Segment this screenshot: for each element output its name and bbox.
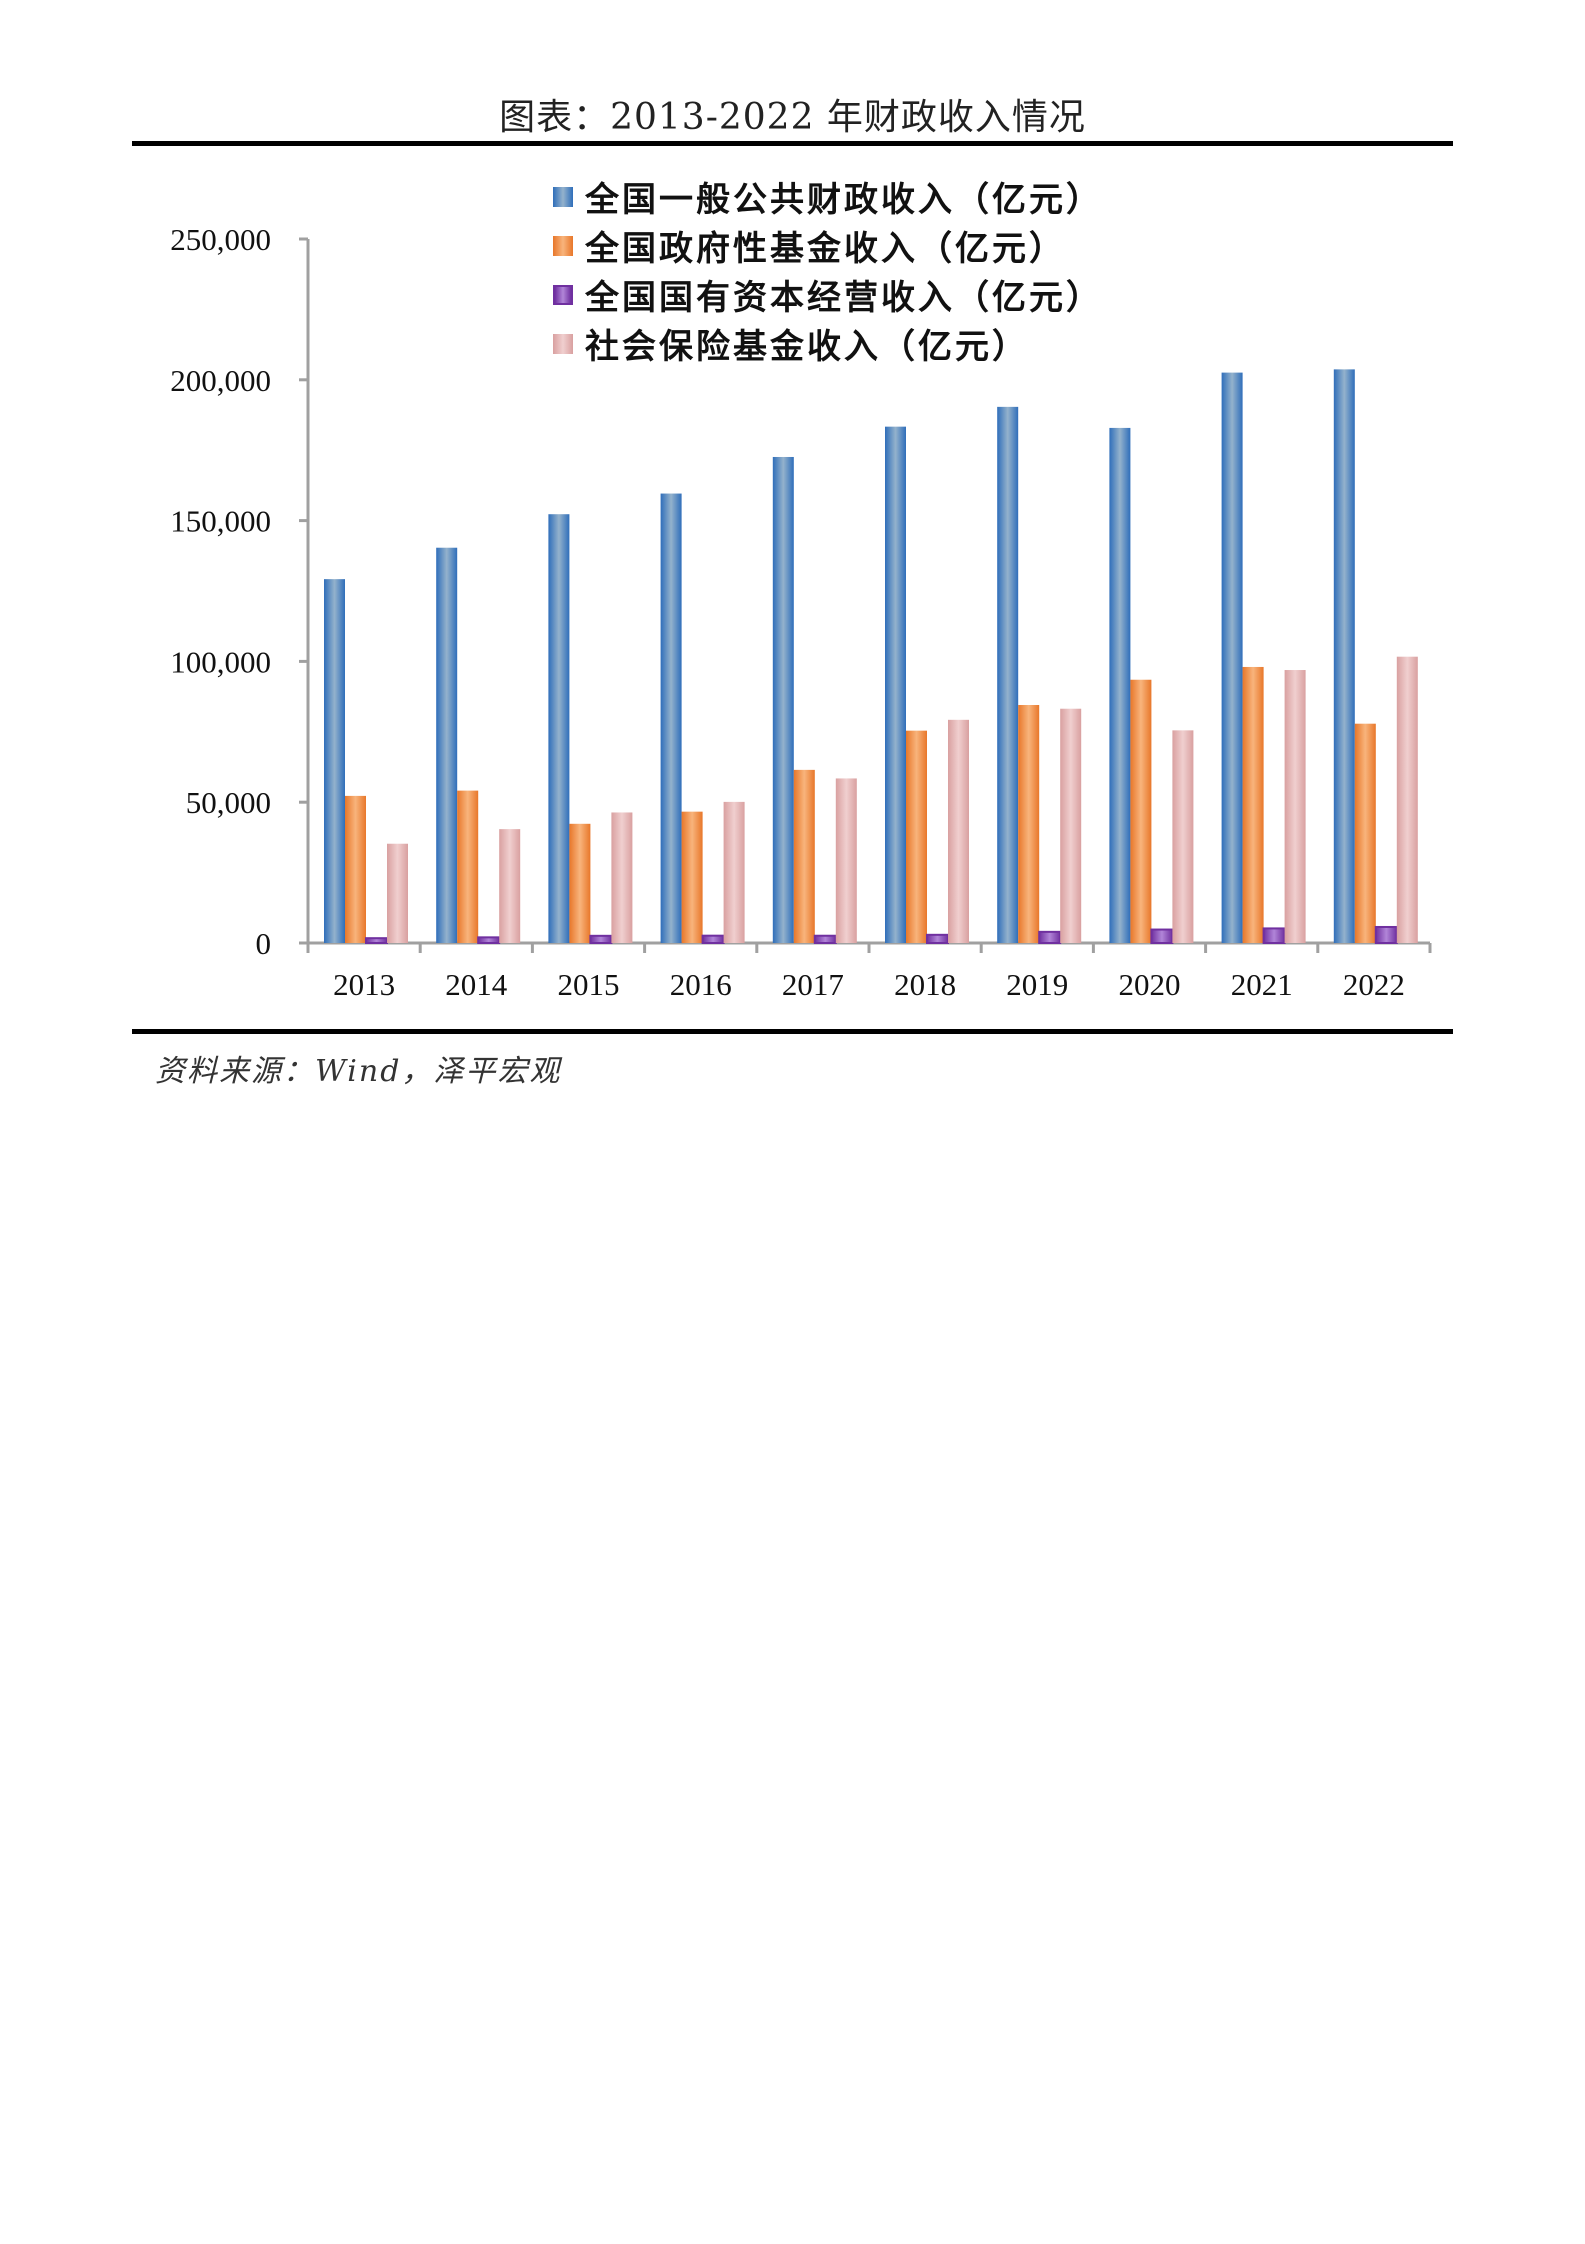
x-tick-label: 2018 (894, 967, 956, 1002)
x-tick-label: 2016 (670, 967, 732, 1002)
legend-label: 全国一般公共财政收入（亿元） (585, 180, 1103, 220)
bar-2018-series-3 (948, 719, 969, 943)
legend-label: 全国政府性基金收入（亿元） (585, 229, 1066, 269)
bar-2015-series-2 (589, 934, 613, 945)
x-tick-label: 2019 (1006, 967, 1068, 1002)
legend-label: 全国国有资本经营收入（亿元） (585, 278, 1103, 318)
bar-2020-series-2 (1150, 928, 1174, 945)
bar-2019-series-1 (1018, 704, 1040, 943)
y-tick-label: 150,000 (170, 504, 271, 539)
bar-2013-series-1 (345, 795, 366, 943)
bar-2017-series-2 (813, 934, 837, 945)
legend-swatch-blue-icon (553, 186, 573, 207)
bar-2019-series-0 (997, 406, 1019, 943)
x-tick-label: 2015 (558, 967, 620, 1002)
bar-2019-series-3 (1060, 708, 1082, 943)
bar-2021-series-0 (1221, 372, 1243, 944)
bar-2016-series-0 (660, 493, 682, 943)
bar-2017-series-1 (793, 769, 815, 943)
legend-item-state-capital-revenue: 全国国有资本经营收入（亿元） (553, 270, 1103, 319)
bar-2016-series-1 (681, 811, 703, 943)
bar-2016-series-3 (723, 801, 745, 943)
bar-2022-series-0 (1333, 369, 1355, 944)
x-tick-label: 2022 (1343, 967, 1405, 1002)
bar-2020-series-0 (1109, 427, 1131, 943)
legend-label: 社会保险基金收入（亿元） (585, 327, 1029, 367)
y-axis: 0 50,000 100,000 150,000 200,000 250,000 (170, 222, 310, 961)
x-tick-label: 2021 (1231, 967, 1293, 1002)
legend-item-general-public-revenue: 全国一般公共财政收入（亿元） (553, 172, 1103, 221)
bar-2022-series-2 (1374, 925, 1398, 945)
legend-item-government-fund-revenue: 全国政府性基金收入（亿元） (553, 221, 1103, 270)
legend-item-social-insurance-revenue: 社会保险基金收入（亿元） (553, 319, 1103, 368)
bar-2021-series-2 (1262, 927, 1286, 945)
y-tick-label: 250,000 (170, 222, 271, 257)
x-tick-label: 2017 (782, 967, 844, 1002)
legend-swatch-orange-icon (553, 235, 573, 256)
bar-chart: 0 50,000 100,000 150,000 200,000 250,000 2013… (0, 0, 1585, 1030)
bar-series-group (324, 369, 1418, 945)
legend-swatch-purple-icon (553, 284, 573, 305)
chart-legend: 全国一般公共财政收入（亿元） 全国政府性基金收入（亿元） 全国国有资本经营收入（… (553, 172, 1103, 368)
chart-plot-area: 0 50,000 100,000 150,000 200,000 250,000 2013… (170, 222, 1432, 1002)
x-tick-label: 2020 (1119, 967, 1181, 1002)
bar-2018-series-1 (906, 730, 927, 943)
bar-2019-series-2 (1038, 930, 1062, 944)
bar-2021-series-3 (1284, 670, 1306, 943)
legend-swatch-pink-icon (553, 333, 573, 354)
figure-title: 图表：2013-2022 年财政收入情况 (499, 97, 1086, 138)
x-tick-label: 2014 (445, 967, 508, 1002)
bar-2016-series-2 (701, 934, 725, 945)
bar-2017-series-3 (835, 778, 857, 943)
x-tick-label: 2013 (333, 967, 395, 1002)
bar-2018-series-0 (885, 426, 906, 944)
bar-2014-series-1 (457, 790, 479, 943)
bottom-rule (132, 1029, 1453, 1034)
top-rule (132, 141, 1453, 146)
source-note: 资料来源：Wind，泽平宏观 (155, 1054, 562, 1089)
bar-2014-series-3 (499, 829, 521, 943)
bar-2015-series-1 (569, 823, 591, 943)
bar-2021-series-1 (1242, 666, 1264, 943)
bar-2013-series-3 (387, 843, 408, 943)
bar-2022-series-1 (1354, 723, 1376, 943)
bar-2014-series-0 (436, 547, 458, 943)
bar-2018-series-2 (926, 933, 949, 945)
bar-2013-series-0 (324, 579, 345, 943)
bar-2020-series-3 (1172, 730, 1194, 943)
bar-2017-series-0 (772, 456, 794, 943)
bar-2022-series-3 (1396, 656, 1418, 943)
bar-2013-series-2 (365, 937, 388, 945)
y-tick-label: 50,000 (186, 785, 271, 820)
y-tick-label: 200,000 (170, 363, 271, 398)
y-tick-label: 0 (256, 926, 272, 961)
bar-2015-series-0 (548, 514, 570, 943)
x-axis: 2013 2014 2015 2016 2017 2018 2019 2020 2021 2022 (299, 941, 1432, 1002)
bar-2014-series-2 (477, 936, 501, 944)
y-tick-label: 100,000 (170, 644, 271, 679)
bar-2015-series-3 (611, 812, 633, 943)
bar-2020-series-1 (1130, 679, 1152, 943)
